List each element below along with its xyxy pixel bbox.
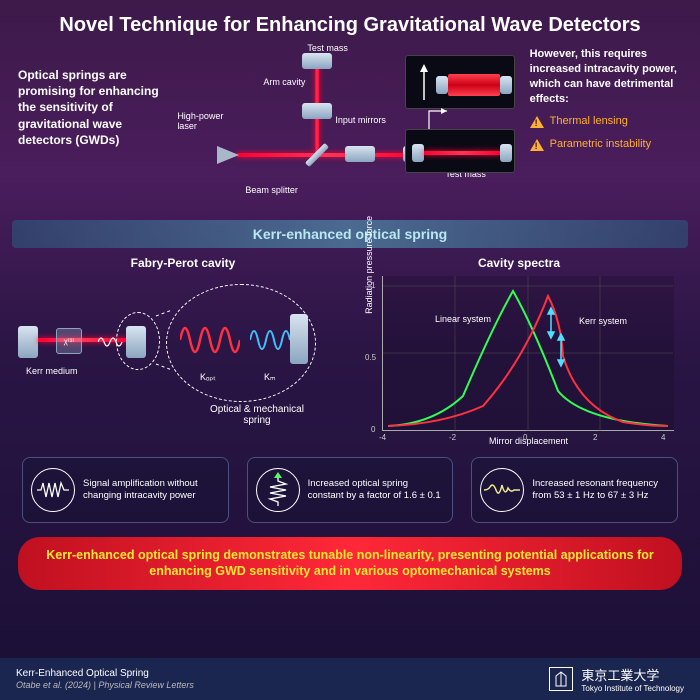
- kerr-medium-icon: χ⁽³⁾: [56, 328, 82, 354]
- chart-ylabel: Radiation pressure force: [364, 216, 374, 314]
- inst-en: Tokyo Institute of Technology: [581, 684, 684, 693]
- warn-parametric: Parametric instability: [530, 137, 682, 152]
- inst-jp: 東京工業大学: [581, 665, 684, 684]
- warn2-text: Parametric instability: [550, 137, 651, 152]
- kopt-label: Kₒₚₜ: [200, 372, 216, 383]
- power-mirror-l: [436, 76, 448, 94]
- mid-header: Kerr-enhanced optical spring: [12, 220, 688, 248]
- fabry-title: Fabry-Perot cavity: [18, 256, 348, 270]
- mirror-top: [302, 53, 332, 69]
- interferometer-diagram: Test mass Arm cavity Input mirrors High-…: [185, 47, 519, 212]
- zoom-connector: [152, 310, 176, 370]
- connector-arrow: [425, 107, 455, 133]
- warn-icon: [530, 116, 544, 128]
- spring-caption: Optical & mechanical spring: [202, 404, 312, 426]
- label-arm-cavity: Arm cavity: [263, 77, 305, 87]
- spectra-title: Cavity spectra: [364, 256, 674, 270]
- footer-sub: Otabe et al. (2024) | Physical Review Le…: [16, 680, 194, 692]
- pb2-mirror-l: [412, 144, 424, 162]
- wavepacket-icon: [480, 468, 524, 512]
- fabry-perot-panel: Fabry-Perot cavity χ⁽³⁾ Kerr medium: [18, 256, 348, 443]
- label-laser: High-power laser: [177, 111, 227, 131]
- linear-label: Linear system: [435, 314, 491, 324]
- chart-curves: [383, 276, 673, 431]
- spring-icon: [256, 468, 300, 512]
- fp-mirror-l: [18, 326, 38, 358]
- warn-thermal: Thermal lensing: [530, 114, 682, 129]
- page-title: Novel Technique for Enhancing Gravitatio…: [0, 0, 700, 47]
- chart-xlabel: Mirror displacement: [489, 436, 568, 446]
- card-spring: Increased optical spring constant by a f…: [247, 457, 454, 523]
- laser-source: [217, 146, 239, 164]
- cavity-chart: Radiation pressure force Mirror displace…: [382, 276, 674, 431]
- conclusion-banner: Kerr-enhanced optical spring demonstrate…: [18, 537, 682, 590]
- footer: Kerr-Enhanced Optical Spring Otabe et al…: [0, 658, 700, 700]
- power-mirror-r: [500, 76, 512, 94]
- label-beam-splitter: Beam splitter: [245, 185, 298, 195]
- top-section: Optical springs are promising for enhanc…: [0, 47, 700, 212]
- intro-right-text: However, this requires increased intraca…: [530, 47, 682, 106]
- cards-row: Signal amplification without changing in…: [0, 443, 700, 523]
- label-input-mirrors: Input mirrors: [335, 115, 386, 125]
- warn1-text: Thermal lensing: [550, 114, 628, 129]
- card-freq: Increased resonant frequency from 53 ± 1…: [471, 457, 678, 523]
- power-box-2: [405, 129, 515, 173]
- footer-title: Kerr-Enhanced Optical Spring: [16, 667, 194, 680]
- blue-wave-icon: [250, 316, 290, 364]
- footer-citation: Kerr-Enhanced Optical Spring Otabe et al…: [16, 667, 194, 692]
- footer-institution: 東京工業大学 Tokyo Institute of Technology: [549, 665, 684, 693]
- card3-text: Increased resonant frequency from 53 ± 1…: [532, 478, 669, 502]
- intro-right: However, this requires increased intraca…: [530, 47, 682, 212]
- km-label: Kₘ: [264, 372, 276, 383]
- mid-section: Fabry-Perot cavity χ⁽³⁾ Kerr medium: [0, 248, 700, 443]
- power-cavity-icon: [448, 74, 500, 96]
- red-wave-icon: [180, 312, 240, 368]
- warn-icon: [530, 139, 544, 151]
- mirror-input-h: [345, 146, 375, 162]
- label-test-mass: Test mass: [307, 43, 348, 53]
- card1-text: Signal amplification without changing in…: [83, 478, 220, 502]
- institution-logo-icon: [549, 667, 573, 691]
- kerr-label: Kerr system: [579, 316, 627, 326]
- laser-horizontal: [237, 153, 417, 157]
- pb2-mirror-r: [500, 144, 512, 162]
- fp-zoom-mirror: [290, 314, 308, 364]
- fabry-diagram: χ⁽³⁾ Kerr medium Kₒₚₜ Kₘ Optica: [18, 276, 348, 431]
- mirror-input-v: [302, 103, 332, 119]
- pb2-laser: [424, 151, 500, 155]
- intro-left: Optical springs are promising for enhanc…: [18, 47, 175, 212]
- card-signal: Signal amplification without changing in…: [22, 457, 229, 523]
- card2-text: Increased optical spring constant by a f…: [308, 478, 445, 502]
- pulse-icon: [31, 468, 75, 512]
- power-box: [405, 55, 515, 109]
- kerr-label: Kerr medium: [26, 366, 78, 376]
- spectra-panel: Cavity spectra Radiation pressure force …: [364, 256, 674, 443]
